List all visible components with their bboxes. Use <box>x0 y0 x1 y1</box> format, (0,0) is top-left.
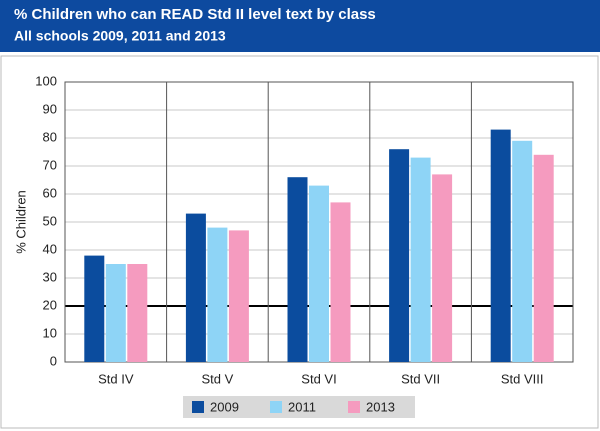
bar <box>207 227 228 362</box>
x-tick-label: Std VI <box>301 371 336 386</box>
bar <box>490 129 511 362</box>
legend-swatch <box>192 401 204 413</box>
bar <box>432 174 453 362</box>
bar <box>127 264 148 362</box>
y-tick-label: 90 <box>43 101 57 116</box>
bar <box>512 140 533 362</box>
bar <box>185 213 206 362</box>
y-tick-label: 70 <box>43 157 57 172</box>
legend-label: 2011 <box>288 399 316 414</box>
legend-label: 2013 <box>366 399 395 414</box>
legend-swatch <box>348 401 360 413</box>
y-tick-label: 10 <box>43 325 57 340</box>
y-tick-label: 0 <box>50 353 57 368</box>
x-tick-label: Std IV <box>98 371 134 386</box>
x-tick-label: Std VIII <box>501 371 544 386</box>
y-axis-label: % Children <box>13 190 28 254</box>
chart-subtitle: All schools 2009, 2011 and 2013 <box>14 28 226 44</box>
bar <box>309 185 329 362</box>
y-tick-label: 60 <box>43 185 57 200</box>
bar <box>533 154 554 362</box>
y-tick-label: 40 <box>43 241 57 256</box>
bar <box>287 177 308 362</box>
chart-frame <box>0 55 599 429</box>
y-tick-label: 50 <box>43 213 57 228</box>
bar <box>330 202 351 362</box>
y-tick-label: 80 <box>43 129 57 144</box>
y-tick-label: 20 <box>43 297 57 312</box>
bar <box>228 230 249 362</box>
x-tick-label: Std V <box>202 371 234 386</box>
title-bar <box>0 0 600 52</box>
x-tick-label: Std VII <box>401 371 440 386</box>
y-tick-label: 30 <box>43 269 57 284</box>
y-tick-label: 100 <box>35 73 57 88</box>
bar <box>410 157 431 362</box>
bar <box>84 255 105 362</box>
legend-swatch <box>270 401 282 413</box>
legend-label: 2009 <box>210 399 239 414</box>
bar <box>389 149 410 362</box>
chart-title: % Children who can READ Std II level tex… <box>14 6 376 23</box>
bar <box>105 264 126 362</box>
